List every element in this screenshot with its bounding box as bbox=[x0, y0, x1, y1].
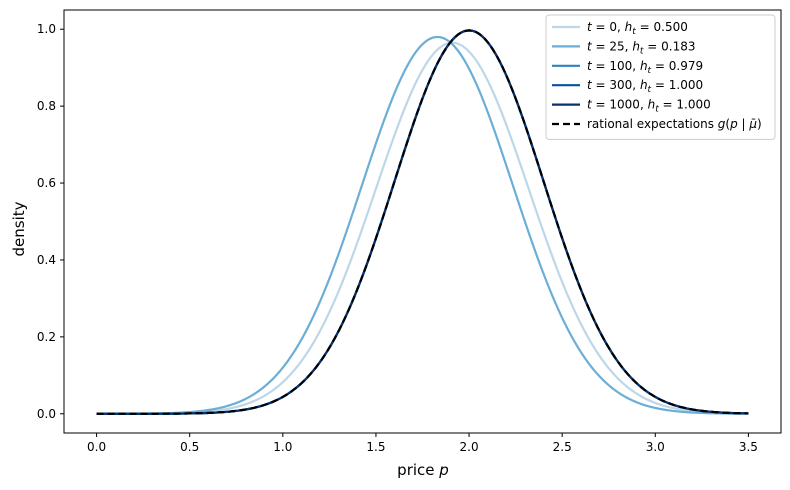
y-tick-label: 1.0 bbox=[37, 22, 56, 36]
legend-label-3: t = 100, ht = 0.979 bbox=[587, 59, 703, 76]
series-line-2 bbox=[96, 35, 749, 415]
x-tick-label: 0.0 bbox=[87, 440, 106, 454]
y-tick-label: 0.4 bbox=[37, 253, 56, 267]
y-tick-label: 0.6 bbox=[37, 176, 56, 190]
y-tick-label: 0.8 bbox=[37, 99, 56, 113]
y-tick-label: 0.0 bbox=[37, 407, 56, 421]
x-tick-label: 3.0 bbox=[646, 440, 665, 454]
x-tick-label: 2.0 bbox=[460, 440, 479, 454]
x-tick-label: 1.5 bbox=[366, 440, 385, 454]
x-tick-label: 2.5 bbox=[553, 440, 572, 454]
y-axis-label: density bbox=[10, 201, 28, 256]
legend: t = 0, ht = 0.500 t = 25, ht = 0.183 t = 1… bbox=[545, 14, 776, 140]
legend-label-2: t = 25, ht = 0.183 bbox=[587, 39, 696, 56]
legend-label-6: rational expectations g(p | μ̄) bbox=[587, 117, 762, 131]
series-line-1 bbox=[96, 41, 749, 415]
x-tick-label: 0.5 bbox=[180, 440, 199, 454]
legend-label-5: t = 1000, ht = 1.000 bbox=[587, 98, 711, 115]
y-tick-label: 0.2 bbox=[37, 330, 56, 344]
x-axis-label: price p bbox=[397, 461, 449, 479]
x-tick-label: 1.0 bbox=[273, 440, 292, 454]
x-tick-label: 3.5 bbox=[739, 440, 758, 454]
plot-frame bbox=[63, 9, 782, 434]
legend-label-4: t = 300, ht = 1.000 bbox=[587, 78, 703, 95]
legend-box bbox=[545, 14, 776, 140]
legend-label-1: t = 0, ht = 0.500 bbox=[587, 20, 688, 37]
axes-layer: 0.0 0.5 1.0 1.5 2.0 2.5 3.0 3.5 0.0 0.2 0.4 0.6 0.8 1… bbox=[37, 9, 782, 454]
series-layer bbox=[96, 29, 749, 415]
series-line-6 bbox=[96, 29, 749, 415]
